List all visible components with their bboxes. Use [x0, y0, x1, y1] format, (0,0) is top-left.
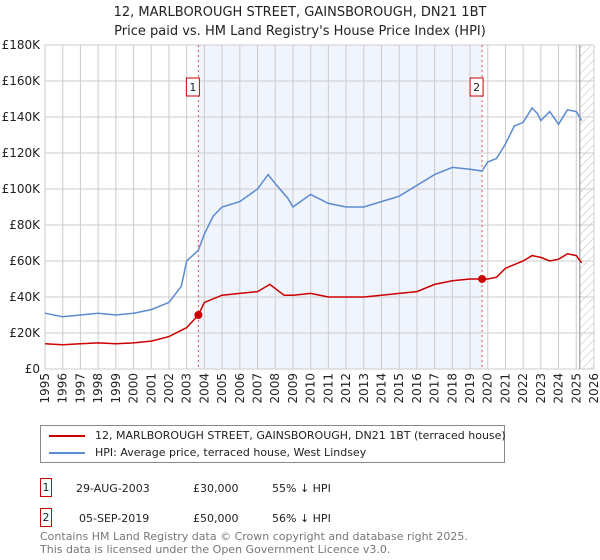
- sale-label: 1: [189, 81, 196, 94]
- y-tick-label: £160K: [2, 74, 42, 88]
- x-tick-label: 2021: [498, 373, 512, 404]
- footer-licence: This data is licensed under the Open Gov…: [40, 543, 391, 556]
- transaction-hpi: 56% ↓ HPI: [272, 512, 331, 525]
- x-tick-label: 1996: [56, 373, 70, 404]
- x-tick-label: 2001: [144, 373, 158, 404]
- x-tick-label: 2004: [197, 373, 211, 404]
- y-tick-label: £120K: [2, 146, 42, 160]
- y-tick-label: £140K: [2, 110, 42, 124]
- x-tick-label: 2014: [374, 373, 388, 404]
- x-tick-label: 2006: [233, 373, 247, 404]
- x-tick-label: 2023: [534, 373, 548, 404]
- property-line-swatch: [49, 434, 85, 437]
- x-tick-label: 2024: [552, 373, 566, 404]
- x-tick-label: 2000: [127, 373, 141, 404]
- x-tick-label: 2009: [286, 373, 300, 404]
- y-tick-label: £180K: [2, 38, 42, 52]
- x-tick-label: 2019: [463, 373, 477, 404]
- y-tick-label: £40K: [9, 290, 41, 304]
- transaction-marker: 1: [40, 478, 52, 497]
- sale-label: 2: [473, 81, 480, 94]
- x-tick-label: 2007: [251, 373, 265, 404]
- hatched-future-region: [579, 45, 594, 369]
- x-tick-label: 2002: [162, 373, 176, 404]
- footer-copyright: Contains HM Land Registry data © Crown c…: [40, 530, 468, 543]
- transaction-date: 29-AUG-2003: [76, 482, 150, 495]
- transaction-price: £50,000: [193, 512, 239, 525]
- transaction-marker: 2: [40, 508, 52, 527]
- sale-point: [194, 311, 203, 319]
- sale-point: [478, 275, 487, 283]
- x-tick-label: 2017: [428, 373, 442, 404]
- x-tick-label: 2005: [215, 373, 229, 404]
- x-tick-label: 2022: [516, 373, 530, 404]
- y-tick-label: £60K: [9, 254, 41, 268]
- sale-label-box: [185, 77, 200, 97]
- x-tick-label: 2008: [268, 373, 282, 404]
- shaded-ownership-period: [198, 45, 483, 369]
- x-tick-label: 2012: [339, 373, 353, 404]
- y-tick-label: £20K: [9, 326, 41, 340]
- x-tick-label: 2025: [569, 373, 583, 404]
- sale-label-box: [469, 77, 484, 97]
- x-tick-label: 2010: [304, 373, 318, 404]
- footer: Contains HM Land Registry data © Crown c…: [40, 530, 468, 556]
- x-tick-label: 1997: [73, 373, 87, 404]
- price-chart: 1995 1996 1997 1998 1999 2000 2001 2002 2003 2004…: [2, 38, 600, 404]
- chart-subtitle: Price paid vs. HM Land Registry's House …: [114, 24, 486, 39]
- x-tick-label: 2018: [445, 373, 459, 404]
- y-tick-label: £100K: [2, 182, 42, 196]
- property-series-line: [44, 253, 583, 346]
- x-tick-label: 2026: [587, 373, 600, 404]
- x-tick-label: 1995: [38, 373, 52, 404]
- x-tick-label: 2020: [481, 373, 495, 404]
- hpi-line-swatch: [49, 451, 85, 454]
- x-tick-label: 2003: [180, 373, 194, 404]
- hpi-series-line: [44, 106, 583, 318]
- x-tick-label: 2011: [321, 373, 335, 404]
- chart-title: 12, MARLBOROUGH STREET, GAINSBOROUGH, DN…: [113, 5, 487, 20]
- y-tick-label: £0: [25, 362, 40, 376]
- y-tick-label: £80K: [9, 218, 41, 232]
- transaction-hpi: 55% ↓ HPI: [272, 482, 331, 495]
- x-tick-label: 2015: [392, 373, 406, 404]
- x-tick-label: 2013: [357, 373, 371, 404]
- legend-hpi: HPI: Average price, terraced house, West…: [95, 446, 367, 459]
- transaction-price: £30,000: [193, 482, 239, 495]
- legend-property: 12, MARLBOROUGH STREET, GAINSBOROUGH, DN…: [95, 429, 506, 442]
- x-tick-label: 1999: [109, 373, 123, 404]
- x-tick-label: 2016: [410, 373, 424, 404]
- transaction-date: 05-SEP-2019: [79, 512, 150, 525]
- legend: 12, MARLBOROUGH STREET, GAINSBOROUGH, DN…: [40, 425, 506, 463]
- x-tick-label: 1998: [91, 373, 105, 404]
